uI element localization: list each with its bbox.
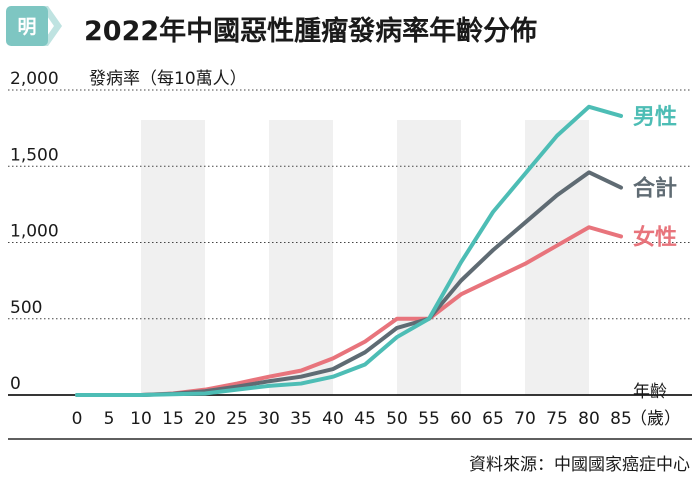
x-tick-label: 25	[226, 409, 248, 429]
y-axis-label: 發病率（每10萬人）	[89, 69, 247, 89]
series-lines	[75, 104, 623, 397]
newspaper-logo: 明	[6, 6, 62, 46]
x-tick-label: 30	[258, 409, 280, 429]
x-tick-label: 85	[610, 409, 632, 429]
x-axis-label: 年齡	[633, 382, 667, 402]
x-tick-label: 50	[386, 409, 408, 429]
x-tick-label: 45	[354, 409, 376, 429]
x-tick-label: 10	[130, 409, 152, 429]
y-tick-label: 1,500	[10, 145, 59, 165]
x-tick-label: 55	[418, 409, 440, 429]
x-tick-label: 80	[578, 409, 600, 429]
x-tick-label: 35	[290, 409, 312, 429]
chart-title: 2022年中國惡性腫瘤發病率年齡分佈	[84, 15, 537, 47]
x-tick-label: 40	[322, 409, 344, 429]
age-band-50-60	[397, 120, 461, 395]
logo-char: 明	[17, 16, 36, 38]
age-band-30-40	[269, 120, 333, 395]
logo-badge-icon	[6, 6, 48, 46]
x-tick-label: 75	[546, 409, 568, 429]
legend-label-male: 男性	[633, 105, 677, 130]
x-tick-label: 0	[72, 409, 83, 429]
legend-label-total: 合計	[633, 176, 677, 202]
x-tick-label: 70	[514, 409, 536, 429]
x-axis-unit: （歲）	[630, 409, 681, 429]
x-tick-label: 20	[194, 409, 216, 429]
x-tick-label: 60	[450, 409, 472, 429]
age-band-10-20	[141, 120, 205, 395]
series-line-male	[75, 104, 623, 397]
legend-label-female: 女性	[633, 224, 677, 250]
x-tick-label: 15	[162, 409, 184, 429]
logo-chevron-icon	[40, 6, 62, 46]
y-tick-labels: 0 500 1,000 1,500 2,000	[10, 69, 59, 394]
x-tick-label: 65	[482, 409, 504, 429]
y-tick-label: 500	[10, 298, 42, 318]
source-note: 資料來源：中國國家癌症中心	[469, 455, 690, 475]
y-tick-label: 2,000	[10, 69, 59, 89]
y-tick-label: 1,000	[10, 222, 59, 242]
x-tick-label: 5	[104, 409, 115, 429]
x-tick-labels: 0 5 10 15 20 25 30 35 40 45 50 55 60 65 70 75 80 85	[72, 409, 632, 429]
y-tick-label: 0	[10, 374, 21, 394]
